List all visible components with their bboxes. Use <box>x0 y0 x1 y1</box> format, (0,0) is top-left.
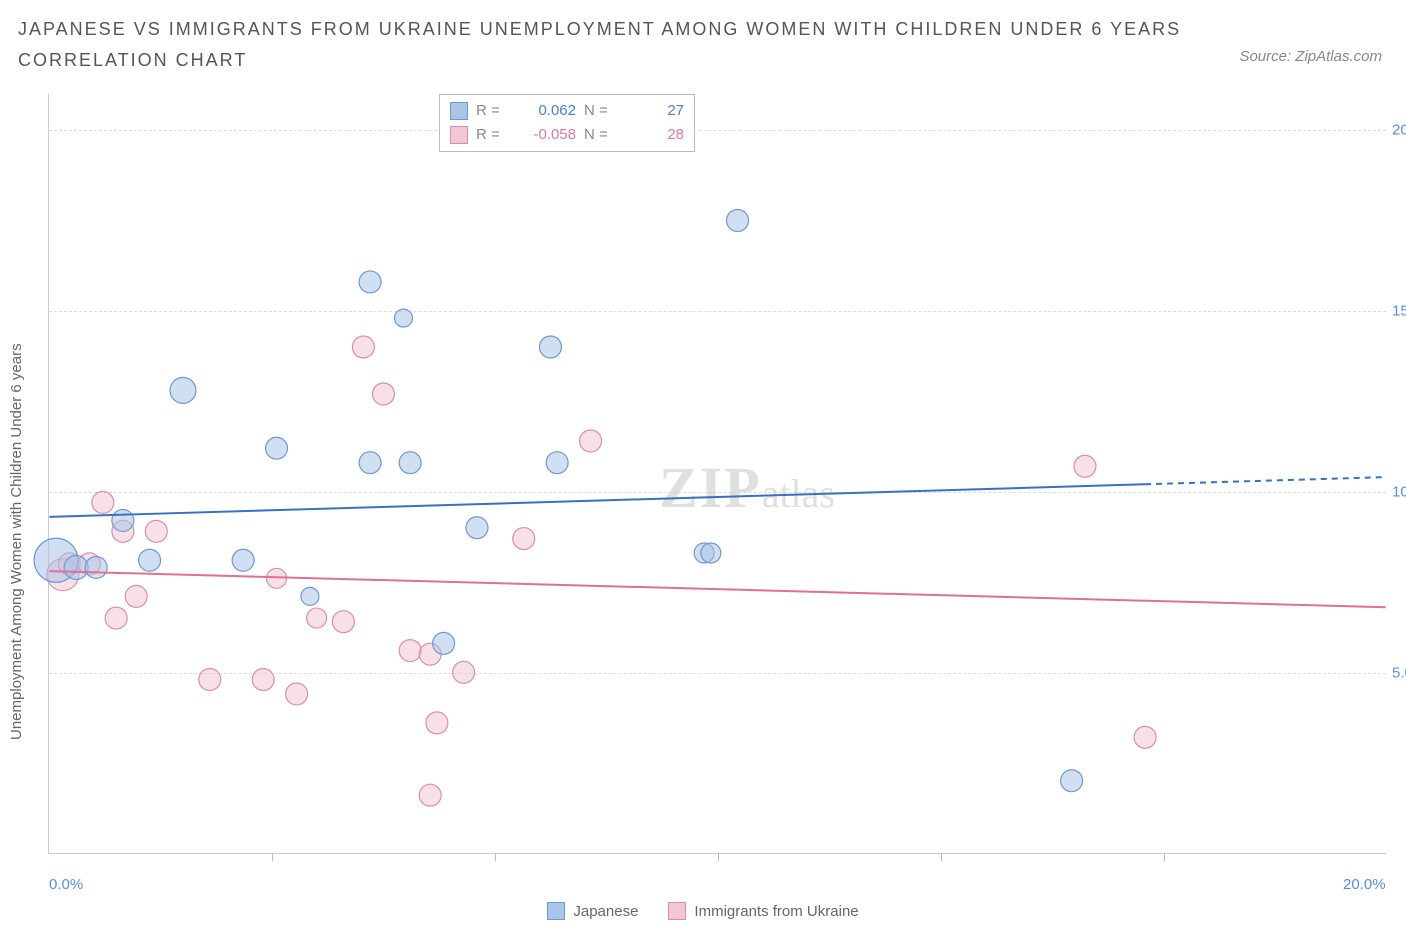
corr-n-label: N = <box>584 99 618 123</box>
corr-r-value-japanese: 0.062 <box>518 99 576 123</box>
chart-svg <box>49 94 1386 853</box>
ukraine-swatch-icon <box>668 902 686 920</box>
legend-item-japanese: Japanese <box>547 902 638 920</box>
chart-area: ZIPatlas R = 0.062 N = 27 R = -0.058 N =… <box>48 94 1386 854</box>
y-tick-label: 10.0% <box>1392 484 1406 501</box>
japanese-swatch-icon <box>547 902 565 920</box>
corr-row-japanese: R = 0.062 N = 27 <box>450 99 684 123</box>
page-title: JAPANESE VS IMMIGRANTS FROM UKRAINE UNEM… <box>18 14 1186 75</box>
y-axis-label: Unemployment Among Women with Children U… <box>8 343 25 740</box>
corr-r-label: R = <box>476 123 510 147</box>
ukraine-swatch-icon <box>450 126 468 144</box>
x-tick-label: 0.0% <box>49 876 83 893</box>
corr-n-label: N = <box>584 123 618 147</box>
bottom-legend: Japanese Immigrants from Ukraine <box>0 902 1406 920</box>
legend-item-ukraine: Immigrants from Ukraine <box>668 902 858 920</box>
japanese-swatch-icon <box>450 102 468 120</box>
y-tick-label: 15.0% <box>1392 303 1406 320</box>
corr-r-label: R = <box>476 99 510 123</box>
y-tick-label: 5.0% <box>1392 665 1406 682</box>
corr-row-ukraine: R = -0.058 N = 28 <box>450 123 684 147</box>
x-tick-label: 20.0% <box>1343 876 1386 893</box>
corr-n-value-ukraine: 28 <box>626 123 684 147</box>
y-tick-label: 20.0% <box>1392 122 1406 139</box>
corr-n-value-japanese: 27 <box>626 99 684 123</box>
corr-r-value-ukraine: -0.058 <box>518 123 576 147</box>
source-attribution: Source: ZipAtlas.com <box>1239 48 1382 65</box>
legend-label-japanese: Japanese <box>573 903 638 920</box>
correlation-box: R = 0.062 N = 27 R = -0.058 N = 28 <box>439 94 695 152</box>
legend-label-ukraine: Immigrants from Ukraine <box>694 903 858 920</box>
